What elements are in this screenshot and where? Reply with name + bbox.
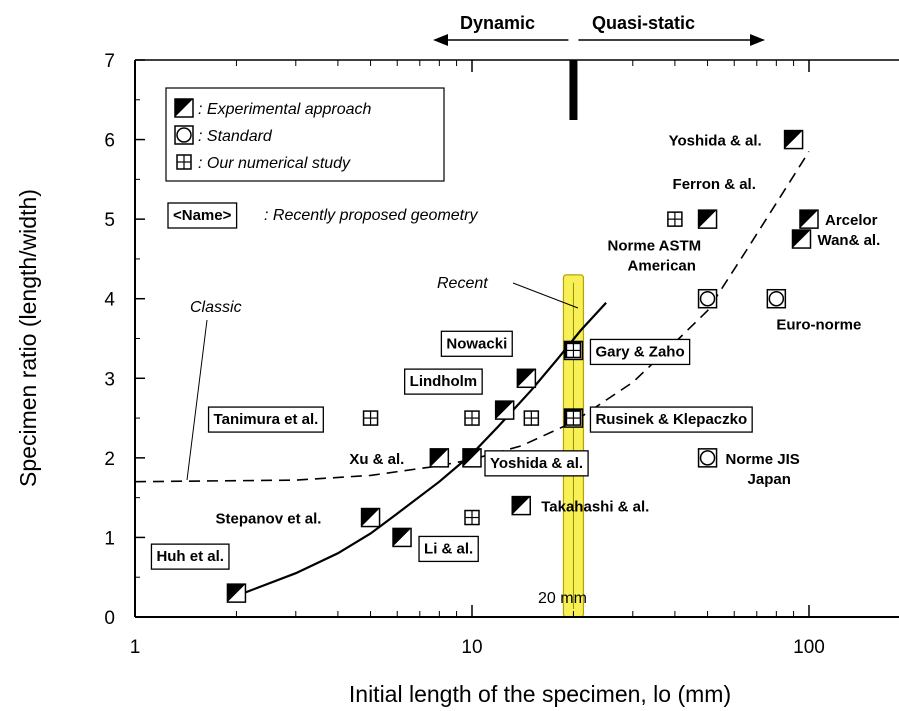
y-tick-label-2: 2 (104, 449, 115, 470)
y-tick-label-1: 1 (104, 528, 115, 549)
point-experimental-li-al-label: Li & al. (424, 540, 473, 557)
point-standard-norme-astm-american-marker (699, 290, 716, 307)
point-numerical-tanimura-et-al-label-box (207, 406, 324, 433)
x-axis-title: Initial length of the specimen, lo (mm) (349, 681, 731, 707)
point-experimental-arcelor-label: Arcelor (825, 212, 878, 229)
legend-recent-box-label: <Name> (173, 207, 232, 224)
point-experimental-wan-al-marker (792, 230, 811, 249)
point-experimental-yoshida-al-marker (784, 130, 803, 149)
recent-curve (243, 301, 607, 595)
point-numerical-tanimura-et-al-label: Tanimura et al. (214, 411, 319, 428)
point-experimental-yoshida-al-label-box (484, 450, 589, 477)
classic-curve (134, 151, 810, 483)
point-experimental-wan-al-label: Wan& al. (817, 232, 880, 249)
legend-standard-marker (176, 127, 192, 143)
regime-indicator: Dynamic Quasi-static (433, 13, 765, 120)
point-experimental-yoshida-al-label: Yoshida & al. (490, 455, 583, 472)
point-experimental-lindholm-label-box (404, 368, 483, 395)
legend-experimental-marker (175, 99, 193, 117)
classic-annotation: Classic (190, 299, 242, 316)
quasi-static-arrowhead (750, 34, 765, 46)
trend-curves (134, 151, 810, 595)
x-tick-label-1: 1 (130, 637, 141, 658)
point-standard-norme-jis-japan-label: Japan (748, 471, 791, 488)
x-tick-label-100: 100 (793, 637, 825, 658)
y-tick-label-7: 7 (104, 51, 115, 72)
legend: : Experimental approach : Standard : Our… (165, 87, 478, 229)
point-experimental-lindholm-marker (495, 401, 514, 420)
point-experimental-nowacki-marker (517, 369, 536, 388)
point-experimental-xu-al-marker (430, 448, 449, 467)
point-experimental-gary-zaho-label: Gary & Zaho (595, 343, 684, 360)
x-tick-label-10: 10 (461, 637, 482, 658)
point-standard-norme-jis-japan-marker (699, 450, 716, 466)
y-tick-label-3: 3 (104, 369, 115, 390)
point-experimental-rusinek-klepaczko-label: Rusinek & Klepaczko (595, 411, 747, 428)
regime-dynamic-label: Dynamic (460, 13, 535, 33)
point-experimental-huh-et-al-marker (227, 584, 246, 603)
point-experimental-huh-et-al-label-box (150, 543, 230, 570)
recent-annotation: Recent (437, 275, 488, 292)
y-tick-label-4: 4 (104, 290, 115, 311)
point-experimental-takahashi-al-marker (512, 496, 531, 515)
y-tick-label-6: 6 (104, 131, 115, 152)
highlight-band (562, 274, 585, 618)
point-experimental-rusinek-klepaczko-label-box (589, 406, 753, 433)
recent-leader (512, 282, 579, 309)
point-experimental-xu-al-label: Xu & al. (349, 451, 404, 468)
point-experimental-gary-zaho-label-box (589, 338, 691, 366)
point-experimental-ferron-al-label: Ferron & al. (673, 176, 756, 193)
data-points (226, 129, 819, 603)
y-tick-label-0: 0 (104, 608, 115, 629)
point-experimental-huh-et-al-label: Huh et al. (156, 548, 224, 565)
point-standard-norme-astm-american-label: Norme ASTM (608, 238, 702, 255)
dynamic-arrowhead (433, 34, 448, 46)
legend-recent-label: : Recently proposed geometry (264, 207, 478, 224)
classic-leader (186, 319, 208, 481)
point-standard-norme-astm-american-label: American (628, 258, 696, 275)
point-experimental-nowacki-label: Nowacki (446, 335, 507, 352)
legend-experimental-label: : Experimental approach (198, 101, 372, 118)
point-standard-euro-norme-label: Euro-norme (776, 317, 861, 334)
point-standard-norme-jis-japan-label: Norme JIS (726, 451, 800, 468)
regime-quasi-static-label: Quasi-static (592, 13, 695, 33)
point-experimental-lindholm-label: Lindholm (410, 373, 478, 390)
legend-standard-label: : Standard (198, 128, 273, 145)
point-experimental-arcelor-marker (800, 210, 818, 229)
point-experimental-takahashi-al-label: Takahashi & al. (541, 499, 649, 516)
point-experimental-li-al-label-box (418, 535, 479, 563)
legend-recent-box (167, 202, 238, 229)
legend-frame (165, 87, 445, 182)
annotations: Classic Recent 20 mm (190, 275, 587, 607)
point-experimental-yoshida-al-marker (463, 448, 481, 467)
y-tick-label-5: 5 (104, 210, 115, 231)
legend-numerical-label: : Our numerical study (198, 155, 351, 172)
point-standard-euro-norme-marker (768, 290, 785, 307)
point-experimental-ferron-al-marker (698, 210, 717, 229)
point-labels: Huh et al. Stepanov et al. Li & al. Xu & al… (150, 133, 880, 570)
point-experimental-yoshida-al-label: Yoshida & al. (669, 133, 762, 150)
point-experimental-li-al-marker (393, 528, 412, 547)
regime-divider-bar (569, 60, 578, 120)
point-experimental-stepanov-et-al-marker (361, 508, 380, 527)
point-experimental-stepanov-et-al-label: Stepanov et al. (216, 511, 322, 528)
y-axis-title: Specimen ratio (length/width) (15, 189, 41, 487)
band-20mm-label: 20 mm (538, 590, 587, 607)
point-experimental-nowacki-label-box (440, 330, 513, 357)
